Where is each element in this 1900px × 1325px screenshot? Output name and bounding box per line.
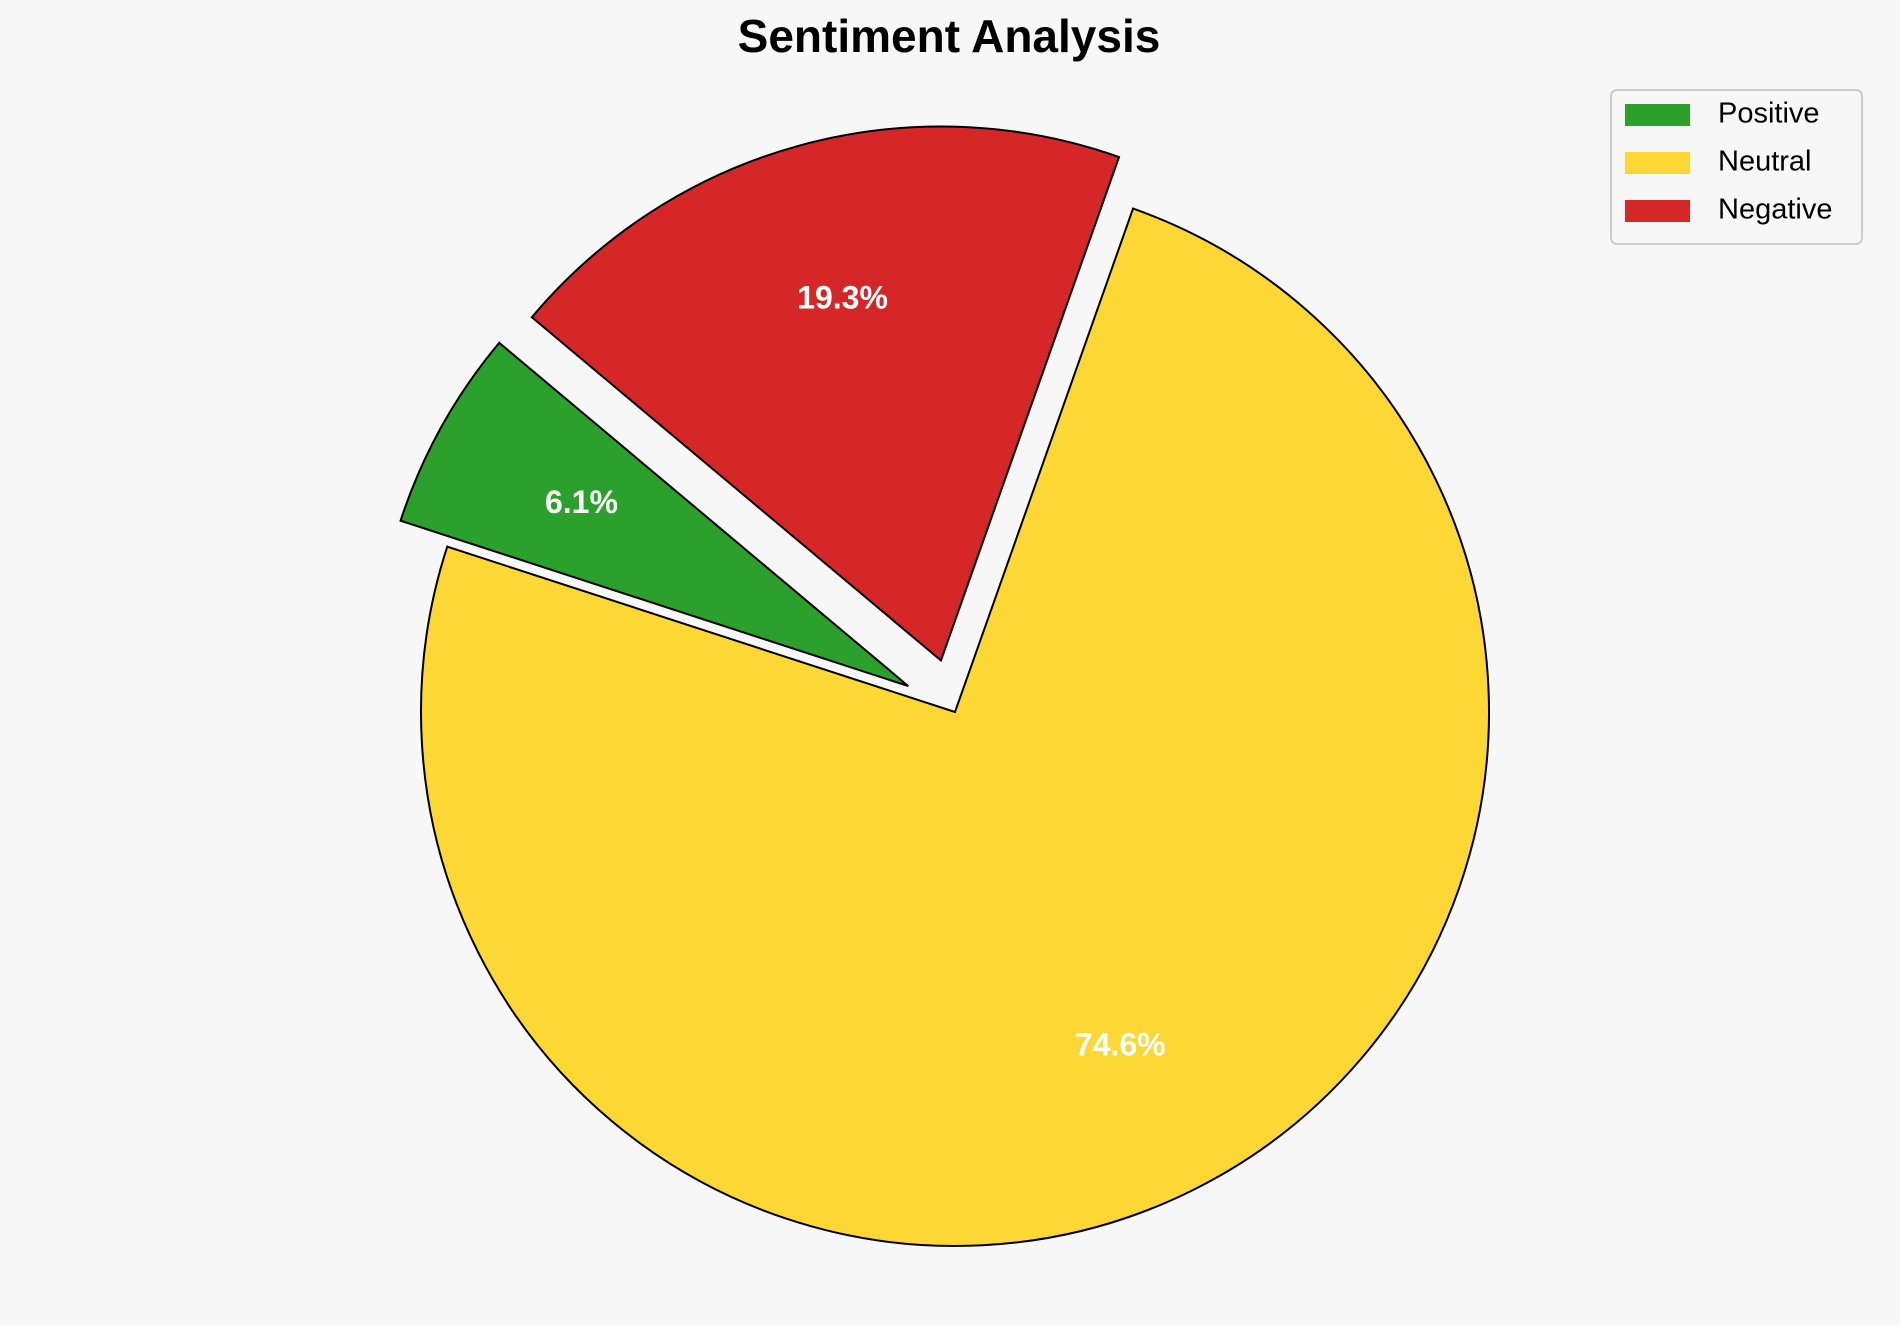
slice-label: 74.6%	[1075, 1027, 1166, 1063]
pie-slice	[530, 125, 1121, 663]
chart-title: Sentiment Analysis	[738, 10, 1161, 62]
legend-swatch	[1625, 200, 1690, 222]
legend-label: Negative	[1718, 194, 1832, 226]
pie-slice	[399, 341, 909, 688]
slice-label: 19.3%	[797, 279, 888, 315]
legend-label: Neutral	[1718, 146, 1812, 178]
slice-label: 6.1%	[545, 484, 618, 520]
legend-swatch	[1625, 152, 1690, 174]
legend-swatch	[1625, 104, 1690, 126]
legend-label: Positive	[1718, 98, 1820, 130]
pie-slice	[420, 207, 1490, 1247]
